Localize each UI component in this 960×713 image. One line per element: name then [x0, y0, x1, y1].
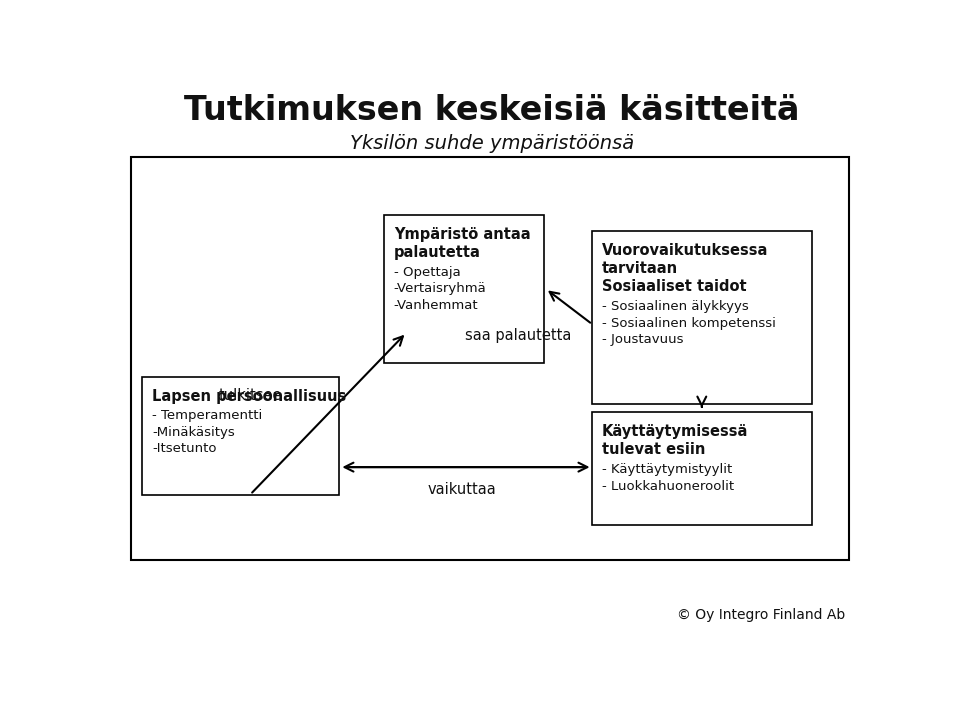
- Text: - Sosiaalinen kompetenssi: - Sosiaalinen kompetenssi: [602, 317, 776, 329]
- Text: saa palautetta: saa palautetta: [465, 328, 571, 343]
- Text: -Vertaisryhmä: -Vertaisryhmä: [394, 282, 487, 295]
- Text: Käyttäytymisessä: Käyttäytymisessä: [602, 424, 749, 439]
- Text: -Minäkäsitys: -Minäkäsitys: [152, 426, 235, 439]
- Text: - Temperamentti: - Temperamentti: [152, 409, 262, 423]
- Text: Tutkimuksen keskeisiä käsitteitä: Tutkimuksen keskeisiä käsitteitä: [184, 94, 800, 127]
- FancyBboxPatch shape: [592, 231, 812, 404]
- Text: - Sosiaalinen älykkyys: - Sosiaalinen älykkyys: [602, 300, 749, 313]
- Text: vaikuttaa: vaikuttaa: [428, 481, 496, 496]
- Text: Sosiaaliset taidot: Sosiaaliset taidot: [602, 279, 747, 294]
- Text: -Vanhemmat: -Vanhemmat: [394, 299, 478, 312]
- Text: Vuorovaikutuksessa: Vuorovaikutuksessa: [602, 243, 769, 258]
- Text: - Luokkahuoneroolit: - Luokkahuoneroolit: [602, 480, 734, 493]
- Text: Yksilön suhde ympäristöönsä: Yksilön suhde ympäristöönsä: [349, 134, 635, 153]
- Text: Ympäristö antaa: Ympäristö antaa: [394, 227, 531, 242]
- Text: tulevat esiin: tulevat esiin: [602, 442, 706, 458]
- Text: - Käyttäytymistyylit: - Käyttäytymistyylit: [602, 463, 732, 476]
- Text: © Oy Integro Finland Ab: © Oy Integro Finland Ab: [677, 608, 846, 622]
- Text: - Joustavuus: - Joustavuus: [602, 333, 684, 347]
- Text: - Opettaja: - Opettaja: [394, 266, 461, 279]
- FancyBboxPatch shape: [592, 412, 812, 525]
- Text: -Itsetunto: -Itsetunto: [152, 442, 217, 456]
- Text: Lapsen persoonallisuus: Lapsen persoonallisuus: [152, 389, 347, 404]
- Text: tarvitaan: tarvitaan: [602, 261, 678, 276]
- FancyBboxPatch shape: [142, 376, 340, 495]
- Text: palautetta: palautetta: [394, 245, 481, 260]
- Text: tulkitsee: tulkitsee: [219, 389, 282, 404]
- FancyBboxPatch shape: [384, 215, 544, 363]
